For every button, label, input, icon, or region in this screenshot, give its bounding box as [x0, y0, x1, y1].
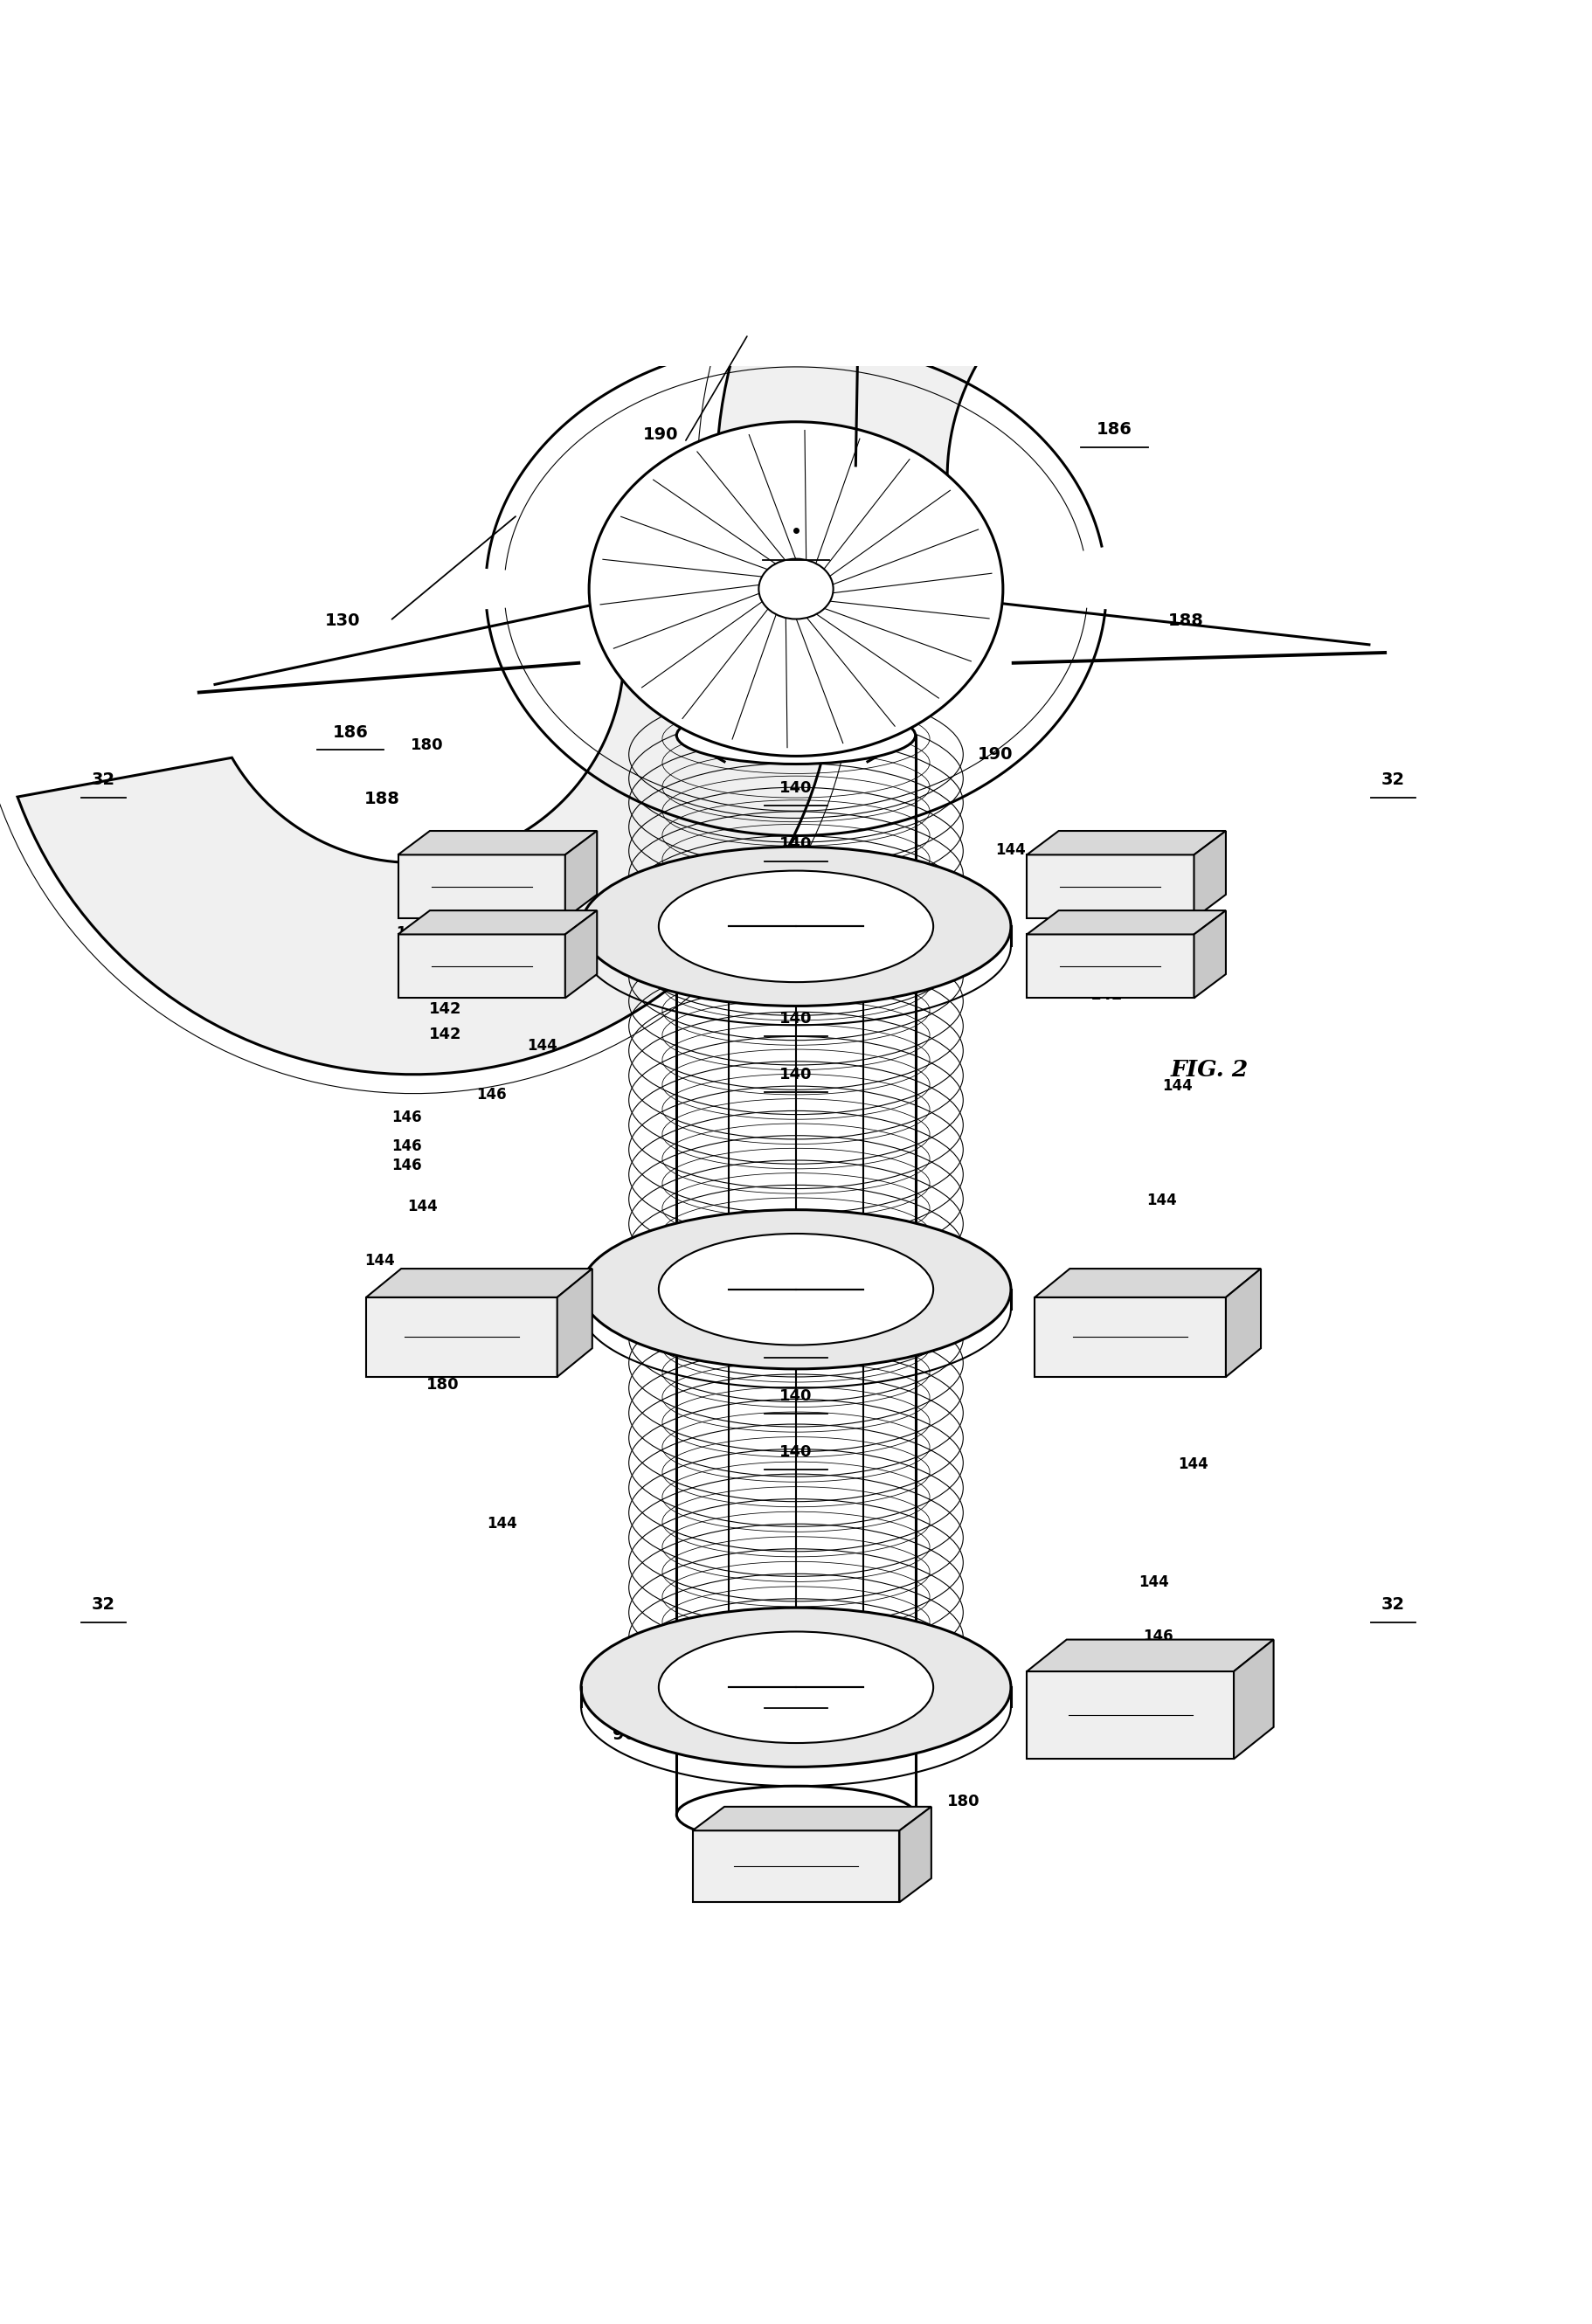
Text: 146: 146 [396, 925, 427, 941]
Text: 144: 144 [1130, 920, 1161, 937]
Polygon shape [565, 911, 597, 997]
Ellipse shape [589, 421, 1003, 755]
Polygon shape [1027, 1671, 1234, 1759]
Text: 140: 140 [780, 781, 812, 795]
Text: 190: 190 [643, 425, 678, 444]
Text: 146: 146 [392, 1157, 422, 1174]
Text: 146: 146 [1135, 888, 1165, 902]
Polygon shape [1194, 911, 1226, 997]
Text: 144: 144 [527, 1039, 557, 1053]
Text: 144: 144 [1146, 1192, 1176, 1208]
Text: 144: 144 [780, 844, 812, 860]
Text: 146: 146 [1138, 902, 1169, 918]
Polygon shape [398, 832, 597, 855]
Polygon shape [899, 1806, 931, 1903]
Text: 188: 188 [365, 790, 400, 806]
Text: 146: 146 [1143, 1629, 1173, 1645]
Polygon shape [366, 1269, 592, 1297]
Ellipse shape [581, 846, 1011, 1006]
Text: 90: 90 [613, 1727, 635, 1743]
Text: 144: 144 [487, 1515, 517, 1532]
Text: 140: 140 [780, 1067, 812, 1083]
Ellipse shape [581, 1211, 1011, 1369]
Text: 180: 180 [427, 1378, 458, 1392]
Text: FIG. 2: FIG. 2 [1172, 1060, 1248, 1081]
Text: 140: 140 [780, 1683, 812, 1699]
Text: 32: 32 [1382, 1597, 1404, 1613]
Polygon shape [398, 911, 597, 934]
Text: 140: 140 [780, 1387, 812, 1404]
Text: 188: 188 [1169, 614, 1204, 630]
Text: 144: 144 [416, 1329, 446, 1346]
Polygon shape [693, 1806, 931, 1831]
Ellipse shape [677, 1787, 915, 1843]
Text: 144: 144 [423, 967, 454, 983]
Text: 140: 140 [780, 1332, 812, 1348]
Text: 186: 186 [333, 723, 368, 741]
Polygon shape [1035, 1297, 1226, 1376]
Polygon shape [398, 855, 565, 918]
Text: 144: 144 [527, 918, 557, 934]
Ellipse shape [581, 1608, 1011, 1766]
Text: 32: 32 [92, 772, 115, 788]
Polygon shape [18, 616, 836, 1074]
Text: 32: 32 [1382, 772, 1404, 788]
Text: 146: 146 [392, 1139, 422, 1155]
Text: 142: 142 [430, 1002, 462, 1018]
Text: 182: 182 [1067, 960, 1098, 976]
Ellipse shape [581, 846, 1011, 1006]
Text: 146: 146 [476, 1088, 506, 1104]
Polygon shape [1035, 1269, 1261, 1297]
Polygon shape [1027, 855, 1194, 918]
Polygon shape [366, 1297, 557, 1376]
Text: 144: 144 [1138, 867, 1169, 883]
Polygon shape [1027, 832, 1226, 855]
Ellipse shape [581, 1608, 1011, 1766]
Text: 186: 186 [1097, 421, 1132, 437]
Polygon shape [693, 1831, 899, 1903]
Text: 144: 144 [780, 1817, 812, 1834]
Text: 140: 140 [780, 1011, 812, 1027]
Polygon shape [716, 16, 1592, 537]
Text: 190: 190 [977, 746, 1013, 762]
Text: 144: 144 [423, 892, 454, 906]
Ellipse shape [659, 1234, 933, 1346]
Text: 144: 144 [1162, 1078, 1192, 1095]
Polygon shape [1234, 1638, 1274, 1759]
Polygon shape [1027, 911, 1226, 934]
Text: 140: 140 [780, 1443, 812, 1459]
Polygon shape [398, 934, 565, 997]
Polygon shape [1027, 934, 1194, 997]
Text: 130: 130 [325, 614, 360, 630]
Text: 142: 142 [430, 1027, 462, 1043]
Text: 144: 144 [1138, 1573, 1169, 1590]
Text: 144: 144 [408, 1199, 438, 1215]
Text: 144: 144 [868, 737, 899, 753]
Ellipse shape [659, 872, 933, 983]
Text: 146: 146 [777, 1845, 809, 1862]
Text: 146: 146 [392, 1109, 422, 1125]
Text: 180: 180 [947, 1794, 979, 1810]
Text: 142: 142 [1091, 988, 1122, 1002]
Polygon shape [1194, 832, 1226, 918]
Ellipse shape [759, 558, 833, 618]
Polygon shape [565, 832, 597, 918]
Ellipse shape [677, 706, 915, 765]
Text: 180: 180 [411, 737, 443, 753]
Text: 144: 144 [1178, 1457, 1208, 1473]
Text: 32: 32 [92, 1597, 115, 1613]
Polygon shape [1226, 1269, 1261, 1376]
Polygon shape [557, 1269, 592, 1376]
Polygon shape [1027, 1638, 1274, 1671]
Text: 140: 140 [780, 837, 812, 851]
Text: 144: 144 [365, 1253, 395, 1269]
Ellipse shape [581, 1211, 1011, 1369]
Text: 144: 144 [1194, 1292, 1224, 1308]
Text: 182: 182 [1063, 1645, 1095, 1659]
Text: 112: 112 [778, 535, 814, 551]
Text: 144: 144 [995, 841, 1025, 858]
Ellipse shape [659, 1631, 933, 1743]
Text: 146: 146 [396, 899, 427, 916]
